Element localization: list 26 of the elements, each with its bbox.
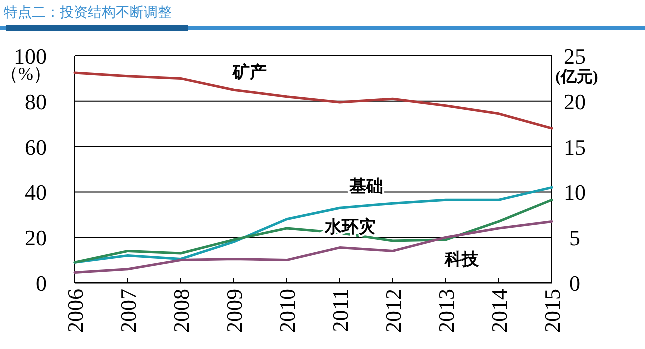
- x-tick-label: 2011: [328, 289, 353, 332]
- series-label: 基础: [348, 176, 384, 196]
- chart-title: 特点二：投资结构不断调整: [4, 5, 172, 21]
- series-label: 矿产: [232, 63, 267, 82]
- x-tick-label: 2010: [275, 289, 300, 333]
- y-tick-label: 60: [25, 134, 47, 160]
- y2-tick-label: 15: [564, 134, 586, 160]
- y2-tick-label: 5: [570, 226, 580, 251]
- x-tick-label: 2014: [487, 289, 512, 333]
- y2-axis-title: (亿元): [556, 68, 598, 86]
- y2-tick-label: 25: [564, 44, 586, 69]
- x-tick-label: 2007: [116, 289, 141, 333]
- y2-tick-label: 0: [570, 271, 580, 296]
- y-tick-label: 20: [25, 226, 47, 251]
- x-tick-label: 2008: [169, 289, 194, 333]
- x-tick-label: 2006: [63, 289, 88, 333]
- x-tick-label: 2013: [434, 289, 459, 333]
- y-tick-label: 0: [36, 271, 47, 296]
- x-tick-label: 2012: [381, 289, 406, 333]
- y2-tick-label: 20: [564, 89, 586, 114]
- y-tick-label: 40: [25, 180, 47, 206]
- x-tick-label: 2015: [540, 289, 565, 333]
- x-tick-label: 2009: [222, 289, 247, 333]
- series-label: 科技: [444, 250, 480, 269]
- y-tick-label: 80: [25, 89, 47, 114]
- y2-tick-label: 10: [564, 180, 586, 206]
